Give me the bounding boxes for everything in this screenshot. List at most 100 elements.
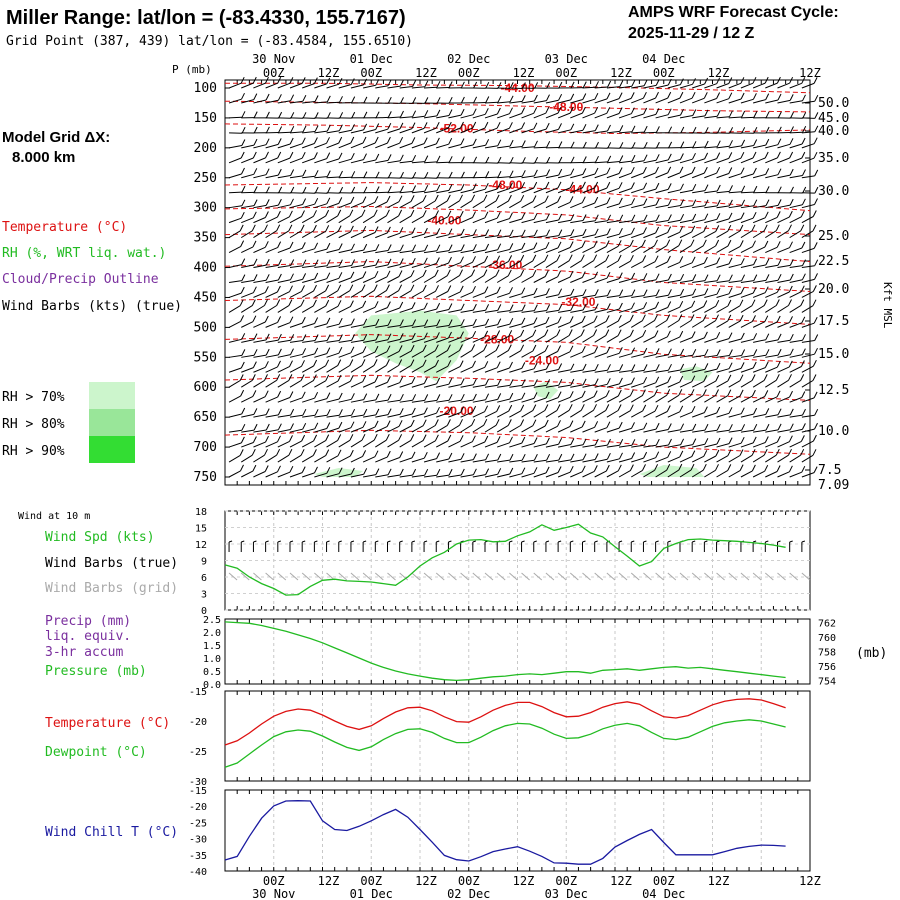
wind-barb-flag	[667, 451, 672, 458]
wind-barb-flag	[716, 274, 721, 281]
wind-barb	[411, 161, 425, 164]
wind-barb-flag	[595, 155, 599, 163]
wind-barb	[424, 161, 438, 164]
wind-barb-flag	[265, 408, 270, 415]
wind-barb-flag	[399, 333, 404, 340]
wind-barb	[277, 247, 291, 254]
wind-barb	[728, 157, 742, 164]
wind-barb-flag	[325, 434, 330, 441]
wind-barb-flag	[350, 421, 355, 428]
wind-barb	[241, 144, 255, 149]
wind-barb	[448, 350, 460, 358]
rh90-swatch	[89, 436, 135, 463]
top-time-label: 00Z	[360, 66, 382, 80]
wind-barb-flag	[556, 404, 561, 411]
wind-barb-flag	[751, 464, 756, 472]
wind-barb-flag	[521, 436, 526, 444]
wind-barb	[521, 112, 534, 119]
wind-barb-flag	[363, 123, 368, 131]
wind-barb	[594, 86, 608, 89]
wind-barb-flag	[800, 224, 805, 232]
wind-barb-flag	[655, 451, 660, 458]
wind-barb	[582, 220, 596, 224]
wind-barb-flag	[607, 142, 612, 149]
surface-wind-barb-flag	[411, 540, 416, 543]
wind-barb	[606, 233, 620, 239]
wind-barb	[460, 424, 472, 433]
wind-barb-flag	[680, 273, 685, 281]
wind-barb	[338, 249, 352, 254]
wind-barb	[728, 280, 742, 283]
wind-barb-flag	[338, 124, 343, 131]
wind-barb-flag	[618, 272, 623, 279]
wind-barb-flag	[704, 274, 709, 281]
wind-barb-flag	[496, 405, 501, 412]
pressure-tick-label: 500	[194, 320, 217, 335]
wind-barb-flag	[617, 404, 622, 411]
wind-barb	[399, 275, 412, 283]
wind-barb-flag	[483, 194, 488, 202]
wind-barb-flag	[497, 243, 502, 250]
wind-barb-flag	[667, 166, 672, 174]
wind-barb-flag	[362, 450, 367, 457]
wind-barb-flag	[569, 241, 574, 248]
bottom-day-label: 02 Dec	[447, 887, 490, 900]
wind-barb	[375, 85, 389, 89]
wind-barb-flag	[265, 435, 269, 443]
wind-barb	[679, 369, 693, 373]
wind-barb-flag	[313, 210, 317, 217]
wind-barb	[765, 429, 779, 433]
wind-barb	[277, 454, 290, 463]
wind-barb-flag	[460, 96, 465, 104]
wind-barb-flag	[728, 287, 733, 295]
wind-barb-flag	[594, 378, 599, 385]
wind-barb-flag	[278, 186, 283, 194]
wind-barb	[594, 112, 607, 119]
wind-barb	[241, 292, 254, 298]
wind-barb-flag	[643, 289, 648, 296]
wind-barb	[375, 191, 389, 194]
wind-barb	[618, 458, 632, 463]
pressure-y-tick-label: 760	[818, 633, 836, 644]
wind-barb	[326, 158, 340, 164]
wind-barb-flag	[582, 453, 587, 460]
wind-barb-flag	[264, 299, 268, 306]
wind-barb	[679, 245, 692, 254]
wind-barb	[314, 398, 328, 403]
wind-barb-flag	[424, 110, 429, 117]
wind-barb-flag	[435, 121, 440, 129]
wind-barb-flag	[312, 449, 317, 456]
wind-barb	[387, 160, 401, 164]
wind-barb-flag	[643, 154, 648, 161]
wind-barb	[241, 367, 254, 373]
wind-barb	[411, 325, 425, 328]
height-tick-label: 25.0	[818, 229, 849, 244]
wind-barb-flag	[521, 287, 526, 294]
top-time-label: 00Z	[263, 66, 285, 80]
wind-barb	[716, 83, 729, 89]
wind-barb-flag	[655, 141, 660, 149]
wind-barb	[411, 115, 425, 119]
wind-barb-flag	[777, 111, 782, 119]
wind-barb	[399, 263, 413, 269]
wind-barb-flag	[605, 390, 610, 397]
wind-barb-flag	[422, 344, 427, 352]
wind-barb	[704, 190, 718, 194]
wind-barb	[582, 187, 595, 194]
wind-barb	[655, 172, 668, 179]
wind-barb-flag	[448, 377, 453, 385]
wind-barb	[631, 97, 644, 104]
wind-barb-flag	[607, 155, 612, 163]
wind-barb-flag	[326, 170, 331, 177]
wind-barb	[801, 131, 815, 134]
wind-barb-flag	[423, 122, 428, 129]
wind-barb-flag	[399, 301, 404, 309]
wind-barb-flag	[460, 81, 465, 89]
wind-barb-flag	[339, 112, 344, 119]
wind-barb	[704, 230, 717, 239]
wind-barb	[228, 157, 242, 164]
wind-barb-flag	[520, 269, 525, 277]
surface-grid-barb	[411, 572, 421, 581]
wind-barb	[557, 247, 571, 254]
wind-barb-flag	[424, 97, 429, 104]
